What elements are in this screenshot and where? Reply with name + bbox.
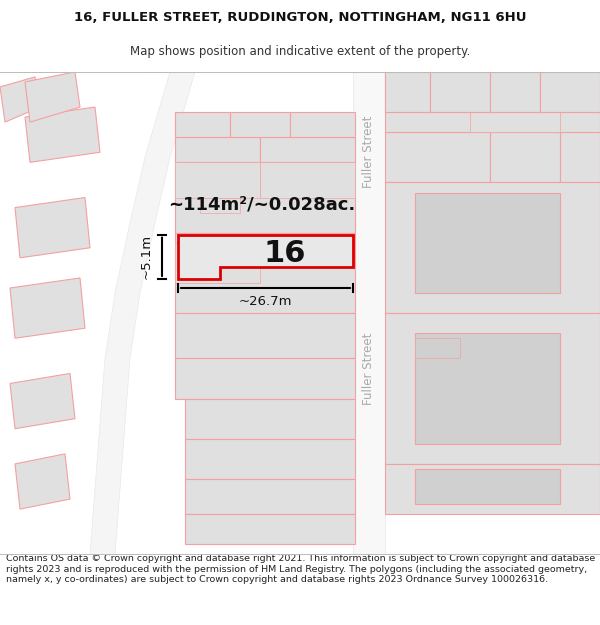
Polygon shape [0,77,40,122]
Text: Map shows position and indicative extent of the property.: Map shows position and indicative extent… [130,45,470,58]
Text: ~26.7m: ~26.7m [239,294,292,308]
Polygon shape [175,358,355,399]
Polygon shape [175,162,355,232]
Polygon shape [175,242,260,283]
Polygon shape [25,72,80,122]
Polygon shape [490,132,560,182]
Polygon shape [260,138,355,162]
Polygon shape [385,313,600,464]
Polygon shape [175,112,230,138]
Polygon shape [385,182,600,313]
Polygon shape [385,464,600,514]
Polygon shape [385,72,600,132]
Text: ~114m²/~0.028ac.: ~114m²/~0.028ac. [169,196,356,214]
Polygon shape [415,333,560,444]
Polygon shape [200,198,240,212]
Polygon shape [185,399,355,439]
Polygon shape [175,138,260,162]
Text: 16: 16 [264,239,306,268]
Polygon shape [490,72,540,112]
Polygon shape [10,373,75,429]
Polygon shape [353,72,385,554]
Polygon shape [15,454,70,509]
Polygon shape [415,338,460,358]
Polygon shape [260,162,355,198]
Polygon shape [178,235,353,279]
Polygon shape [540,72,600,112]
Text: 16, FULLER STREET, RUDDINGTON, NOTTINGHAM, NG11 6HU: 16, FULLER STREET, RUDDINGTON, NOTTINGHA… [74,11,526,24]
Polygon shape [430,72,490,112]
Polygon shape [25,107,100,162]
Polygon shape [175,232,355,313]
Polygon shape [15,198,90,258]
Polygon shape [415,469,560,504]
Polygon shape [290,112,355,138]
Polygon shape [10,278,85,338]
Polygon shape [90,72,195,554]
Text: Fuller Street: Fuller Street [362,332,376,404]
Polygon shape [470,92,560,132]
Polygon shape [175,313,355,358]
Polygon shape [185,479,355,514]
Polygon shape [185,514,355,544]
Polygon shape [385,132,490,182]
Polygon shape [415,192,560,293]
Text: Contains OS data © Crown copyright and database right 2021. This information is : Contains OS data © Crown copyright and d… [6,554,595,584]
Polygon shape [385,72,430,112]
Text: Fuller Street: Fuller Street [362,116,376,189]
Polygon shape [560,132,600,182]
Text: ~5.1m: ~5.1m [139,234,152,279]
Polygon shape [175,162,260,198]
Polygon shape [230,112,290,138]
Polygon shape [185,439,355,479]
